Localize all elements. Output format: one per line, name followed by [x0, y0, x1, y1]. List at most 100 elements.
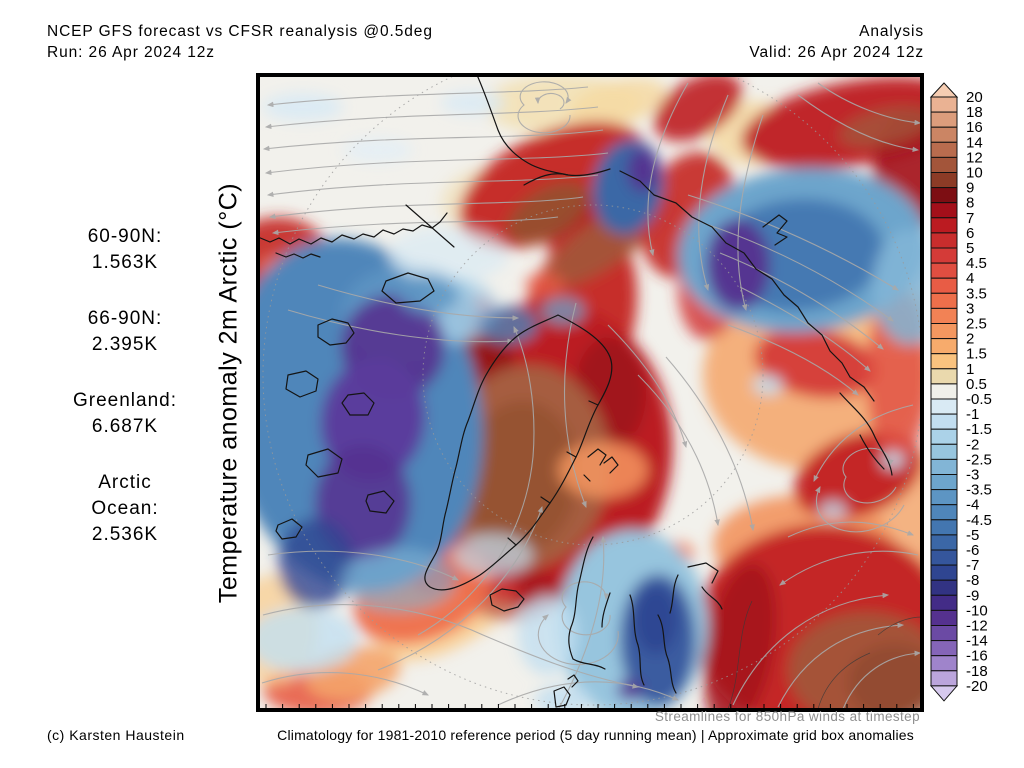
coastline	[568, 536, 606, 670]
colorbar-tick-label: 20	[966, 89, 983, 106]
anomaly-blob	[507, 182, 589, 244]
coastline	[839, 392, 893, 476]
coastline	[762, 214, 788, 246]
colorbar-tick-label: -1	[966, 406, 979, 423]
coastline	[507, 400, 599, 546]
colorbar-segment	[930, 564, 958, 581]
coastline	[657, 614, 677, 694]
coastline	[381, 272, 435, 304]
colorbar-bottom-arrow	[929, 685, 959, 702]
streamline	[732, 592, 890, 706]
coastline	[553, 686, 571, 708]
streamline	[561, 581, 611, 636]
anomaly-blob	[848, 644, 922, 710]
colorbar-tick-label: 2.5	[966, 316, 987, 333]
streamline	[842, 447, 897, 504]
colorbar-tick-label: -6	[966, 542, 979, 559]
colorbar-segment	[930, 458, 958, 475]
colorbar-segment	[930, 126, 958, 143]
stat-value: 1.563K	[91, 252, 159, 273]
colorbar-tick-label: -10	[966, 602, 988, 619]
colorbar-segment	[930, 670, 958, 687]
anomaly-blob	[753, 375, 783, 395]
anomaly-blob	[838, 106, 922, 148]
colorbar-top-arrow	[929, 82, 959, 98]
streamline	[317, 284, 520, 321]
colorbar-segment	[930, 353, 958, 370]
coastline	[583, 448, 619, 482]
colorbar-segment	[930, 338, 958, 355]
streamline	[739, 286, 871, 372]
streamline	[779, 550, 919, 586]
coastline	[365, 490, 395, 514]
streamline	[264, 106, 599, 130]
graticule-lines	[262, 75, 922, 706]
streamlines-note: Streamlines for 850hPa winds at timestep	[654, 709, 920, 724]
streamline	[719, 252, 884, 350]
coastline	[567, 674, 579, 688]
stat-greenland: Greenland: 6.687K	[36, 388, 214, 440]
colorbar-segment	[930, 247, 958, 264]
streamline	[727, 324, 859, 396]
streamline	[665, 356, 755, 532]
map-panel	[256, 73, 924, 712]
stat-60-90n: 60-90N: 1.563K	[36, 224, 214, 276]
colorbar-tick-label: -12	[966, 618, 988, 635]
country-borders	[727, 600, 922, 710]
colorbar-segment	[930, 549, 958, 566]
anomaly-blob	[627, 148, 659, 192]
border-line	[877, 616, 922, 636]
y-axis-label: Temperature anomaly 2m Arctic (°C)	[214, 182, 243, 604]
anomaly-blob	[340, 548, 456, 612]
colorbar-tick-label: -0.5	[966, 391, 992, 408]
colorbar-tick-label: -5	[966, 527, 979, 544]
streamline	[537, 614, 619, 666]
stat-66-90n: 66-90N: 2.395K	[36, 306, 214, 358]
colorbar-segment	[930, 655, 958, 672]
stat-label: 66-90N:	[87, 308, 163, 329]
colorbar-segment	[930, 96, 958, 113]
colorbar-tick-label: 9	[966, 180, 974, 197]
colorbar-tick-label: -16	[966, 648, 988, 665]
valid-label: Valid: 26 Apr 2024 12z	[749, 44, 924, 61]
coastline	[687, 562, 723, 610]
header-left: NCEP GFS forecast vs CFSR reanalysis @0.…	[47, 21, 433, 63]
colorbar-segment	[930, 368, 958, 385]
streamline	[266, 174, 599, 198]
anomaly-map	[258, 75, 922, 710]
streamline	[687, 194, 899, 291]
colorbar-segment	[930, 307, 958, 324]
anomaly-blob	[263, 93, 343, 121]
colorbar-tick-label: -9	[966, 587, 979, 604]
streamline	[287, 309, 515, 345]
colorbar-segment	[930, 202, 958, 219]
colorbar-tick-label: 14	[966, 134, 983, 151]
colorbar-tick-label: -3.5	[966, 482, 992, 499]
anomaly-blob	[754, 327, 878, 399]
coastline	[275, 252, 321, 259]
streamline	[815, 486, 905, 533]
wind-streamlines	[261, 81, 922, 710]
coastline	[476, 75, 569, 176]
stat-label: Greenland:	[72, 390, 177, 411]
colorbar-segment	[930, 383, 958, 400]
colorbar-segment	[930, 217, 958, 234]
colorbar-tick-label: -20	[966, 678, 988, 695]
anomaly-blob	[388, 227, 508, 283]
colorbar-segment	[930, 323, 958, 340]
streamline	[797, 94, 920, 153]
anomaly-blob	[654, 75, 742, 142]
streamline	[534, 92, 565, 110]
colorbar-tick-label: 1.5	[966, 346, 987, 363]
stat-value: 2.536K	[91, 524, 159, 545]
streamline	[517, 81, 572, 134]
anomaly-blob	[569, 78, 667, 128]
streamline	[777, 622, 905, 708]
colorbar-segment	[930, 474, 958, 491]
anomaly-blob	[487, 580, 519, 600]
colorbar-segment	[930, 519, 958, 536]
coastline	[405, 204, 455, 248]
colorbar-tick-label: 2	[966, 331, 974, 348]
colorbar-segment	[930, 579, 958, 596]
